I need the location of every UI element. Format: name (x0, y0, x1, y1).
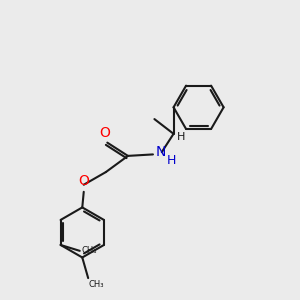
Text: CH₃: CH₃ (81, 246, 97, 255)
Text: N: N (155, 145, 166, 159)
Text: CH₃: CH₃ (89, 280, 104, 289)
Text: H: H (177, 132, 185, 142)
Text: O: O (78, 174, 89, 188)
Text: H: H (167, 154, 176, 167)
Text: O: O (100, 126, 110, 140)
